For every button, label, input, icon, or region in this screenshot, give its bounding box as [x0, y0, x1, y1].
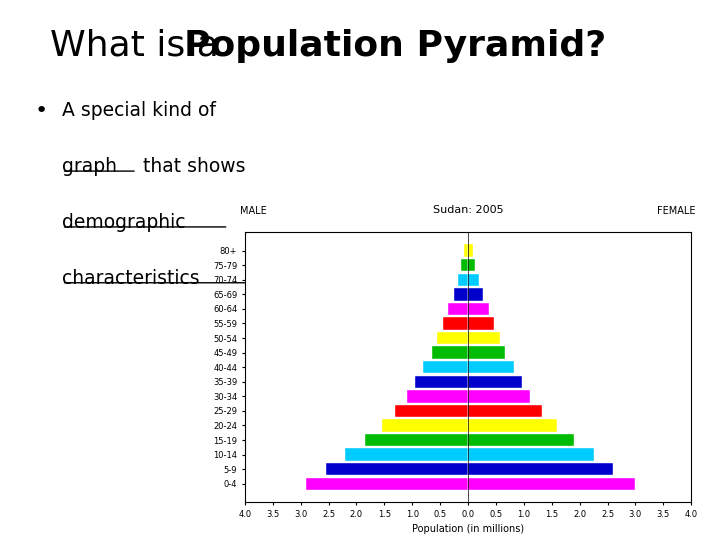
- Bar: [415, 376, 468, 388]
- Bar: [468, 332, 500, 345]
- Text: .: .: [256, 269, 262, 288]
- Bar: [468, 376, 522, 388]
- Bar: [468, 463, 613, 475]
- Bar: [468, 477, 635, 490]
- Bar: [468, 303, 489, 315]
- Bar: [468, 245, 473, 257]
- Bar: [468, 434, 574, 446]
- Bar: [468, 347, 505, 359]
- Bar: [468, 259, 475, 272]
- X-axis label: Population (in millions): Population (in millions): [412, 524, 524, 535]
- Bar: [468, 419, 557, 431]
- Bar: [365, 434, 468, 446]
- Text: •: •: [35, 102, 48, 122]
- Text: characteristics: characteristics: [62, 269, 199, 288]
- Bar: [382, 419, 468, 431]
- Bar: [432, 347, 468, 359]
- Bar: [395, 404, 468, 417]
- Text: that shows: that shows: [137, 157, 246, 176]
- Text: Population Pyramid?: Population Pyramid?: [184, 29, 606, 63]
- Bar: [443, 318, 468, 330]
- Text: MALE: MALE: [240, 206, 267, 216]
- Bar: [464, 245, 468, 257]
- Text: FEMALE: FEMALE: [657, 206, 696, 216]
- Bar: [462, 259, 468, 272]
- Bar: [454, 288, 468, 301]
- Bar: [468, 318, 494, 330]
- Title: Sudan: 2005: Sudan: 2005: [433, 205, 503, 215]
- Bar: [468, 448, 593, 461]
- Bar: [468, 390, 531, 402]
- Bar: [346, 448, 468, 461]
- Bar: [437, 332, 468, 345]
- Bar: [306, 477, 468, 490]
- Text: graph: graph: [62, 157, 117, 176]
- Bar: [468, 361, 514, 373]
- Bar: [468, 288, 483, 301]
- Bar: [449, 303, 468, 315]
- Bar: [468, 274, 479, 286]
- Text: What is a: What is a: [50, 29, 242, 63]
- Bar: [458, 274, 468, 286]
- Bar: [468, 404, 541, 417]
- Text: A special kind of: A special kind of: [62, 102, 215, 120]
- Bar: [423, 361, 468, 373]
- Bar: [407, 390, 468, 402]
- Bar: [325, 463, 468, 475]
- Text: demographic: demographic: [62, 213, 185, 232]
